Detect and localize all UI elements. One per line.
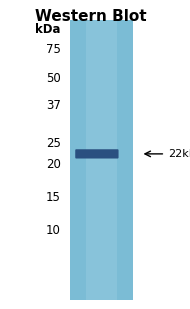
Bar: [86, 20, 117, 300]
Bar: [70, 20, 133, 300]
Text: 22kDa: 22kDa: [168, 149, 190, 159]
Text: 37: 37: [46, 99, 61, 112]
Text: 75: 75: [46, 43, 61, 56]
Text: 10: 10: [46, 224, 61, 237]
Text: Western Blot: Western Blot: [35, 9, 147, 24]
Text: 15: 15: [46, 191, 61, 204]
Text: 50: 50: [46, 72, 61, 85]
FancyBboxPatch shape: [75, 149, 119, 159]
Text: 20: 20: [46, 158, 61, 171]
Text: kDa: kDa: [35, 23, 61, 36]
Text: 25: 25: [46, 137, 61, 150]
